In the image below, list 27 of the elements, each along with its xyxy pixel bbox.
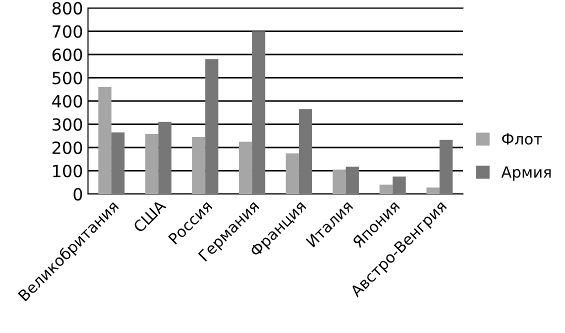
- bar: [192, 137, 206, 194]
- bar: [426, 187, 440, 194]
- bar: [238, 142, 252, 194]
- y-tick-label: 600: [52, 48, 82, 62]
- y-tick-label: 300: [52, 118, 82, 131]
- bar: [158, 122, 172, 194]
- y-tick-label: 700: [52, 25, 82, 38]
- bar: [205, 59, 218, 194]
- y-tick-label: 100: [53, 164, 82, 178]
- legend-label: Армия: [501, 166, 551, 181]
- y-tick-label: 0: [74, 188, 82, 201]
- bar: [346, 166, 359, 194]
- bar: [392, 176, 406, 194]
- bar: [332, 170, 346, 194]
- y-tick-label: 800: [52, 2, 82, 15]
- bar: [98, 87, 112, 194]
- bar: [298, 109, 312, 194]
- bar: [286, 153, 299, 194]
- bar: [111, 132, 125, 194]
- y-tick-label: 400: [52, 94, 82, 108]
- bar: [440, 140, 453, 194]
- bar: [145, 134, 158, 194]
- bar: [252, 31, 266, 194]
- y-tick-label: 500: [52, 72, 82, 84]
- bar: [380, 184, 393, 194]
- y-tick-label: 200: [52, 141, 82, 154]
- legend-label: Флот: [502, 133, 542, 145]
